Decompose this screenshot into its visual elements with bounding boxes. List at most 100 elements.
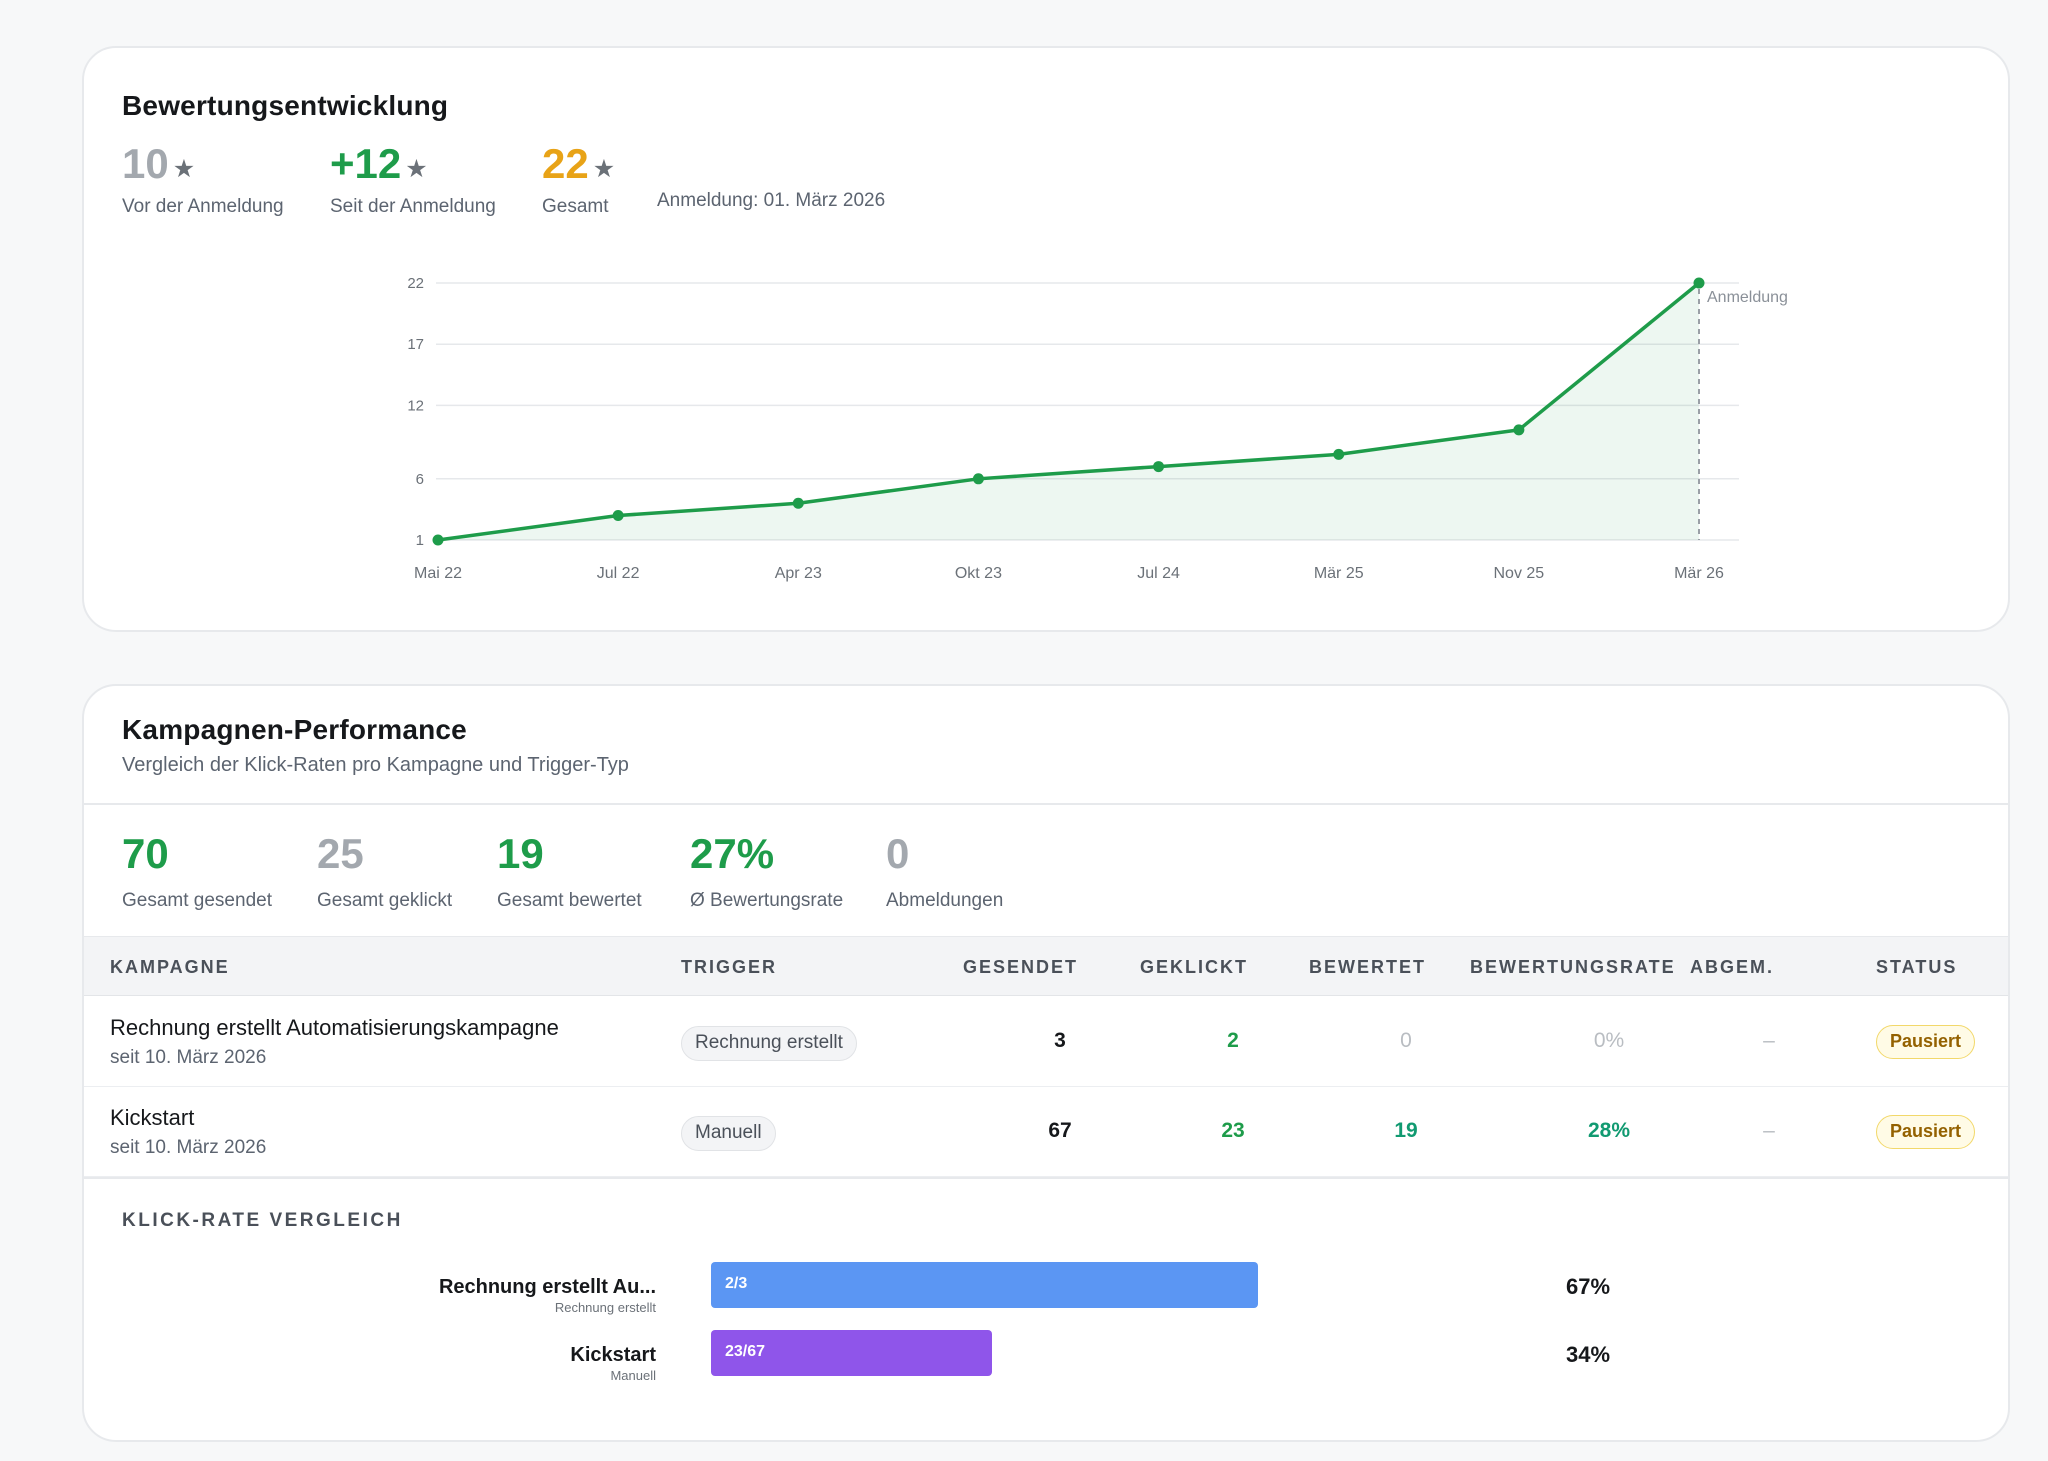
sent-value: 67 (1048, 1119, 1072, 1142)
campaign-since: seit 10. März 2026 (110, 1047, 267, 1068)
kpi-rate-value: 27% (690, 830, 775, 877)
signup-marker-label: Anmeldung (1707, 289, 1788, 306)
unsub-value: – (1763, 1029, 1775, 1052)
bar-campaign-name: Rechnung erstellt Au... (438, 1276, 656, 1298)
data-point (432, 534, 444, 546)
stat-before-value: 10 (122, 140, 169, 187)
table-bottom-divider (84, 1177, 2008, 1179)
th-status[interactable]: STATUS (1876, 957, 1958, 977)
x-tick-label: Okt 23 (955, 565, 1002, 582)
kpi-unsubscribed-label: Abmeldungen (886, 890, 1004, 911)
stat-total-label: Gesamt (542, 196, 609, 217)
sent-value: 3 (1054, 1029, 1066, 1052)
stat-since-signup: +12 ★ Seit der Anmeldung (330, 142, 496, 218)
rate-value: 0% (1593, 1029, 1625, 1052)
th-kampagne[interactable]: KAMPAGNE (110, 957, 230, 977)
kpi-clicked-label: Gesamt geklickt (317, 890, 453, 911)
series-line (437, 281, 1701, 542)
kpi-unsubscribed-value: 0 (886, 830, 910, 877)
x-tick-label: Apr 23 (775, 565, 822, 582)
campaign-card: Kampagnen-Performance Vergleich der Klic… (82, 684, 2010, 1442)
campaign-table-header: KAMPAGNE TRIGGER GESENDET GEKLICKT BEWER… (84, 936, 2008, 996)
bar-trigger-name: Manuell (610, 1368, 656, 1383)
kpi-clicked-value: 25 (317, 830, 364, 877)
click-rate-bar: 2/3 (711, 1262, 1258, 1308)
th-bewertungsrate[interactable]: BEWERTUNGSRATE (1470, 957, 1676, 977)
campaign-card-title: Kampagnen-Performance (122, 714, 467, 745)
bar-percent: 67% (1566, 1274, 1611, 1299)
bar-ratio-label: 2/3 (725, 1275, 748, 1292)
rating-area-chart: 1 6 12 17 22 Anmeldung Mai 22 Jul 22 Apr 23 Okt 2… (407, 275, 1788, 582)
kpi-sent: 70 Gesamt gesendet (122, 832, 272, 912)
data-point (1513, 424, 1525, 436)
status-badge: Pausiert (1876, 1115, 1976, 1149)
table-row[interactable]: Kickstart seit 10. März 2026 Manuell 67 … (84, 1087, 2008, 1177)
stat-before-label: Vor der Anmeldung (122, 196, 284, 217)
data-point (1153, 461, 1165, 473)
kpi-rate-label: Ø Bewertungsrate (690, 890, 844, 911)
x-tick-label: Jul 22 (597, 565, 640, 582)
y-tick-label: 17 (407, 336, 424, 353)
kpi-rate: 27% Ø Bewertungsrate (690, 832, 843, 912)
x-tick-label: Mär 26 (1674, 565, 1724, 582)
kpi-rated-value: 19 (497, 830, 544, 877)
bar-ratio-label: 23/67 (725, 1343, 766, 1360)
y-tick-label: 1 (416, 532, 424, 549)
th-gesendet[interactable]: GESENDET (963, 957, 1079, 977)
kpi-rated: 19 Gesamt bewertet (497, 832, 642, 912)
rating-card-title: Bewertungsentwicklung (122, 90, 449, 121)
kpi-clicked: 25 Gesamt geklickt (317, 832, 452, 912)
data-point (1693, 277, 1705, 289)
stat-total-value: 22 (542, 140, 589, 187)
bar-percent: 34% (1566, 1342, 1611, 1367)
campaign-card-subtitle: Vergleich der Klick-Raten pro Kampagne u… (122, 754, 629, 776)
stat-since-label: Seit der Anmeldung (330, 196, 496, 217)
kpi-sent-label: Gesamt gesendet (122, 890, 272, 911)
data-point (1333, 448, 1345, 460)
rated-value: 19 (1394, 1119, 1418, 1142)
star-icon: ★ (592, 155, 616, 183)
data-point (792, 497, 804, 509)
data-point (972, 473, 984, 485)
x-tick-label: Mai 22 (414, 565, 462, 582)
x-tick-label: Jul 24 (1137, 565, 1180, 582)
campaign-since: seit 10. März 2026 (110, 1137, 267, 1158)
stat-before-signup: 10 ★ Vor der Anmeldung (122, 142, 284, 218)
data-point (612, 510, 624, 522)
status-badge: Pausiert (1876, 1025, 1976, 1059)
click-rate-heading: KLICK-RATE VERGLEICH (122, 1210, 403, 1231)
table-row[interactable]: Rechnung erstellt Automatisierungskampag… (84, 997, 2008, 1087)
unsub-value: – (1763, 1119, 1775, 1142)
click-rate-bar: 23/67 (711, 1330, 993, 1376)
stat-since-value: +12 (330, 140, 402, 187)
stat-total: 22 ★ Gesamt (542, 142, 615, 218)
th-geklickt[interactable]: GEKLICKT (1140, 957, 1248, 977)
area-fill (438, 283, 1699, 540)
bar-trigger-name: Rechnung erstellt (554, 1300, 656, 1315)
bar-track: 23/67 (711, 1330, 1531, 1376)
y-tick-label: 12 (407, 397, 424, 414)
kpi-unsubscribed: 0 Abmeldungen (886, 832, 1003, 912)
y-tick-label: 6 (416, 471, 424, 488)
kpi-sent-value: 70 (122, 830, 169, 877)
th-abgemeldet[interactable]: ABGEM. (1690, 957, 1774, 977)
clicked-value: 23 (1221, 1119, 1245, 1142)
star-icon: ★ (405, 155, 428, 183)
y-tick-label: 22 (407, 275, 424, 292)
star-icon: ★ (172, 155, 196, 183)
rated-value: 0 (1400, 1029, 1412, 1052)
rate-value: 28% (1587, 1119, 1631, 1142)
trigger-badge: Manuell (681, 1116, 776, 1151)
campaign-name[interactable]: Rechnung erstellt Automatisierungskampag… (110, 1015, 559, 1040)
rating-card: Bewertungsentwicklung 10 ★ Vor der Anmeld… (82, 46, 2010, 632)
th-trigger[interactable]: TRIGGER (681, 957, 778, 977)
th-bewertet[interactable]: BEWERTET (1309, 957, 1426, 977)
bar-campaign-name: Kickstart (570, 1344, 656, 1366)
kpi-rated-label: Gesamt bewertet (497, 890, 642, 911)
header-divider (84, 803, 2008, 805)
clicked-value: 2 (1227, 1029, 1239, 1052)
campaign-name[interactable]: Kickstart (110, 1105, 195, 1130)
x-tick-label: Nov 25 (1494, 565, 1545, 582)
trigger-badge: Rechnung erstellt (681, 1026, 857, 1061)
bar-track: 2/3 (711, 1262, 1531, 1308)
